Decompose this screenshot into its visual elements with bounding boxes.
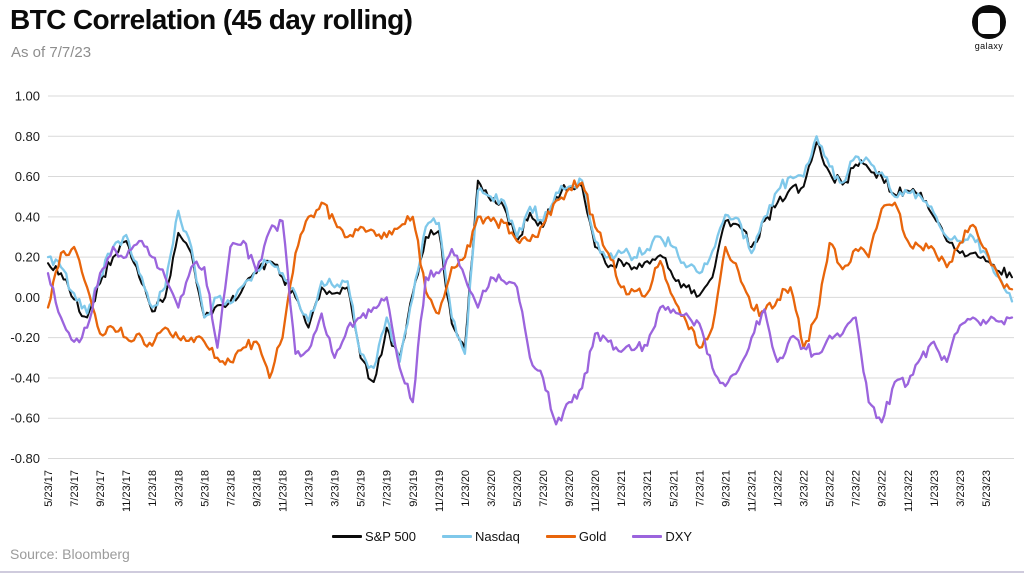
x-axis-tick-label: 5/23/18 (199, 470, 211, 507)
galaxy-logo-icon (972, 5, 1006, 39)
chart-line-dxy (46, 218, 1014, 426)
x-axis-tick-label: 7/23/22 (851, 470, 863, 507)
legend-swatch-icon (632, 535, 663, 538)
y-axis-tick-label: 0.80 (15, 129, 40, 144)
chart-line-nasdaq (46, 135, 1014, 370)
x-axis-tick-label: 11/23/22 (903, 470, 915, 512)
y-axis-tick-label: 1.00 (15, 89, 40, 104)
x-axis-tick-label: 5/23/21 (668, 470, 680, 507)
y-axis-tick-label: 0.20 (15, 250, 40, 265)
x-axis-tick-label: 3/23/18 (173, 470, 185, 507)
chart-legend: S&P 500 Nasdaq Gold DXY (0, 529, 1024, 544)
legend-swatch-icon (545, 535, 576, 538)
x-axis-tick-label: 1/23/23 (929, 470, 941, 507)
y-axis-tick-label: 0.00 (15, 290, 40, 305)
legend-item: Gold (545, 529, 607, 544)
x-axis-tick-label: 9/23/22 (877, 470, 889, 507)
x-axis-tick-label: 3/23/21 (642, 470, 654, 507)
y-axis-tick-label: 0.40 (15, 209, 40, 224)
x-axis-tick-label: 1/23/22 (773, 470, 785, 507)
x-axis-tick-label: 1/23/18 (147, 470, 159, 507)
galaxy-logo-label: galaxy (974, 41, 1004, 51)
x-axis-tick-label: 7/23/18 (225, 470, 237, 507)
chart-line-sp500 (47, 141, 1013, 383)
legend-item: DXY (632, 529, 692, 544)
y-axis-tick-label: -0.40 (10, 370, 40, 385)
x-axis-tick-label: 5/23/23 (981, 470, 993, 507)
x-axis-tick-label: 7/23/20 (538, 470, 550, 507)
x-axis-tick-label: 9/23/21 (720, 470, 732, 507)
y-axis-tick-label: -0.60 (10, 411, 40, 426)
x-axis-tick-label: 7/23/17 (69, 470, 81, 507)
chart-line-gold (46, 179, 1014, 380)
x-axis-tick-label: 3/23/20 (486, 470, 498, 507)
y-axis-tick-label: -0.80 (10, 451, 40, 466)
x-axis-tick-label: 5/23/22 (825, 470, 837, 507)
x-axis-tick-label: 11/23/21 (746, 470, 758, 512)
x-axis-tick-label: 3/23/19 (330, 470, 342, 507)
x-axis-tick-label: 9/23/19 (408, 470, 420, 507)
x-axis-tick-label: 11/23/18 (277, 470, 289, 512)
x-axis-tick-label: 11/23/19 (434, 470, 446, 512)
x-axis-tick-label: 1/23/20 (460, 470, 472, 507)
y-axis-tick-label: -0.20 (10, 330, 40, 345)
x-axis-tick-label: 5/23/19 (356, 470, 368, 507)
x-axis-tick-label: 11/23/20 (590, 470, 602, 512)
page-title: BTC Correlation (45 day rolling) (10, 4, 413, 35)
legend-label: Nasdaq (475, 529, 520, 544)
x-axis-tick-label: 9/23/18 (251, 470, 263, 507)
legend-swatch-icon (442, 535, 473, 538)
legend-item: Nasdaq (442, 529, 520, 544)
x-axis-tick-label: 11/23/17 (121, 470, 133, 512)
x-axis-tick-label: 5/23/17 (43, 470, 55, 507)
legend-item: S&P 500 (331, 529, 417, 544)
as-of-date: As of 7/7/23 (11, 44, 92, 61)
x-axis-tick-label: 3/23/23 (955, 470, 967, 507)
x-axis-tick-label: 5/23/20 (512, 470, 524, 507)
x-axis-tick-label: 9/23/20 (564, 470, 576, 507)
legend-swatch-icon (331, 535, 362, 538)
galaxy-logo: galaxy (962, 5, 1016, 51)
x-axis-tick-label: 7/23/19 (382, 470, 394, 507)
correlation-chart: 1.00 0.80 0.60 0.40 0.20 0.00 -0.20 -0.40 -0.60 -… (10, 89, 1014, 512)
x-axis-tick-label: 7/23/21 (694, 470, 706, 507)
y-axis-tick-label: 0.60 (15, 169, 40, 184)
x-axis-tick-label: 1/23/19 (304, 470, 316, 507)
x-axis-tick-label: 1/23/21 (616, 470, 628, 507)
legend-label: Gold (578, 529, 607, 544)
legend-label: DXY (665, 529, 693, 544)
x-axis-tick-label: 3/23/22 (799, 470, 811, 507)
source-note: Source: Bloomberg (10, 546, 130, 562)
bottom-divider (0, 571, 1024, 573)
x-axis-tick-label: 9/23/17 (95, 470, 107, 507)
legend-label: S&P 500 (364, 529, 417, 544)
